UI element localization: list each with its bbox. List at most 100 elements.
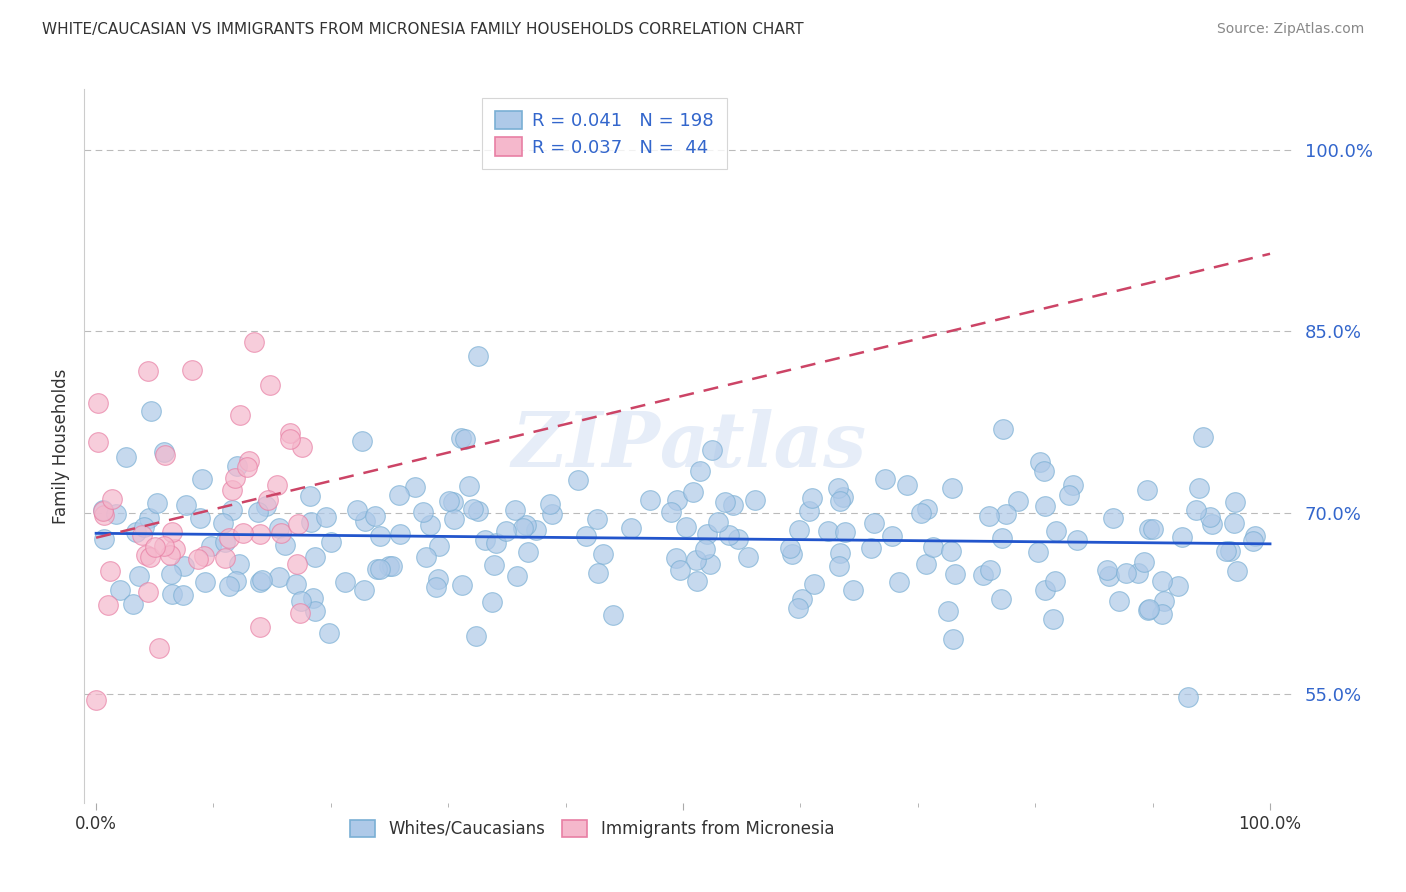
- Point: [685, 553, 707, 567]
- Point: [640, 493, 662, 508]
- Point: [696, 527, 718, 541]
- Point: [98, 564, 121, 578]
- Point: [1115, 566, 1137, 581]
- Point: [1184, 503, 1206, 517]
- Point: [917, 502, 939, 516]
- Point: [270, 526, 292, 541]
- Point: [136, 585, 159, 599]
- Point: [254, 500, 277, 514]
- Point: [506, 569, 529, 583]
- Point: [139, 404, 162, 418]
- Point: [780, 547, 803, 561]
- Point: [115, 450, 138, 465]
- Point: [800, 491, 823, 505]
- Point: [995, 507, 1018, 521]
- Point: [101, 492, 124, 507]
- Point: [298, 489, 321, 503]
- Point: [482, 558, 505, 572]
- Point: [249, 574, 271, 589]
- Point: [125, 525, 148, 540]
- Point: [1241, 534, 1264, 549]
- Point: [464, 629, 486, 643]
- Point: [863, 516, 886, 530]
- Point: [737, 549, 759, 564]
- Legend: Whites/Caucasians, Immigrants from Micronesia: Whites/Caucasians, Immigrants from Micro…: [343, 813, 841, 845]
- Point: [218, 579, 240, 593]
- Point: [225, 458, 247, 473]
- Point: [721, 498, 744, 512]
- Point: [346, 503, 368, 517]
- Point: [828, 546, 851, 560]
- Point: [942, 632, 965, 646]
- Point: [714, 495, 737, 509]
- Point: [474, 533, 496, 547]
- Point: [1098, 569, 1121, 583]
- Point: [269, 521, 291, 535]
- Point: [368, 529, 391, 543]
- Point: [602, 607, 624, 622]
- Point: [235, 459, 257, 474]
- Point: [699, 558, 721, 572]
- Point: [136, 364, 159, 378]
- Point: [1135, 483, 1157, 497]
- Point: [1226, 564, 1249, 578]
- Point: [910, 506, 932, 520]
- Point: [162, 587, 184, 601]
- Point: [104, 507, 127, 521]
- Point: [368, 562, 391, 576]
- Point: [153, 445, 176, 459]
- Point: [990, 591, 1012, 606]
- Point: [319, 534, 342, 549]
- Point: [193, 549, 215, 563]
- Point: [419, 517, 441, 532]
- Point: [1137, 601, 1160, 615]
- Point: [191, 472, 214, 486]
- Point: [214, 535, 236, 549]
- Point: [214, 550, 236, 565]
- Point: [221, 502, 243, 516]
- Point: [285, 577, 308, 591]
- Point: [458, 479, 481, 493]
- Point: [131, 528, 153, 542]
- Point: [666, 493, 689, 508]
- Point: [1152, 574, 1174, 588]
- Point: [467, 504, 489, 518]
- Point: [278, 425, 301, 440]
- Point: [1045, 574, 1067, 588]
- Point: [945, 566, 967, 581]
- Point: [304, 605, 326, 619]
- Point: [1066, 533, 1088, 547]
- Point: [972, 568, 994, 582]
- Point: [828, 494, 851, 508]
- Point: [87, 396, 110, 410]
- Point: [1192, 430, 1215, 444]
- Point: [274, 538, 297, 552]
- Point: [412, 505, 434, 519]
- Point: [304, 550, 326, 565]
- Point: [139, 550, 162, 565]
- Point: [84, 693, 107, 707]
- Point: [620, 521, 643, 535]
- Point: [787, 601, 810, 615]
- Point: [404, 480, 426, 494]
- Point: [1167, 579, 1189, 593]
- Point: [285, 557, 308, 571]
- Point: [443, 512, 465, 526]
- Point: [1177, 690, 1199, 705]
- Point: [287, 517, 309, 532]
- Point: [922, 540, 945, 554]
- Point: [1095, 563, 1118, 577]
- Point: [451, 578, 474, 592]
- Point: [91, 502, 114, 516]
- Point: [148, 641, 170, 656]
- Point: [941, 481, 963, 495]
- Point: [290, 594, 312, 608]
- Point: [669, 563, 692, 577]
- Point: [1102, 510, 1125, 524]
- Point: [249, 526, 271, 541]
- Point: [512, 521, 534, 535]
- Point: [1137, 603, 1160, 617]
- Point: [834, 525, 856, 540]
- Point: [481, 595, 503, 609]
- Point: [979, 562, 1001, 576]
